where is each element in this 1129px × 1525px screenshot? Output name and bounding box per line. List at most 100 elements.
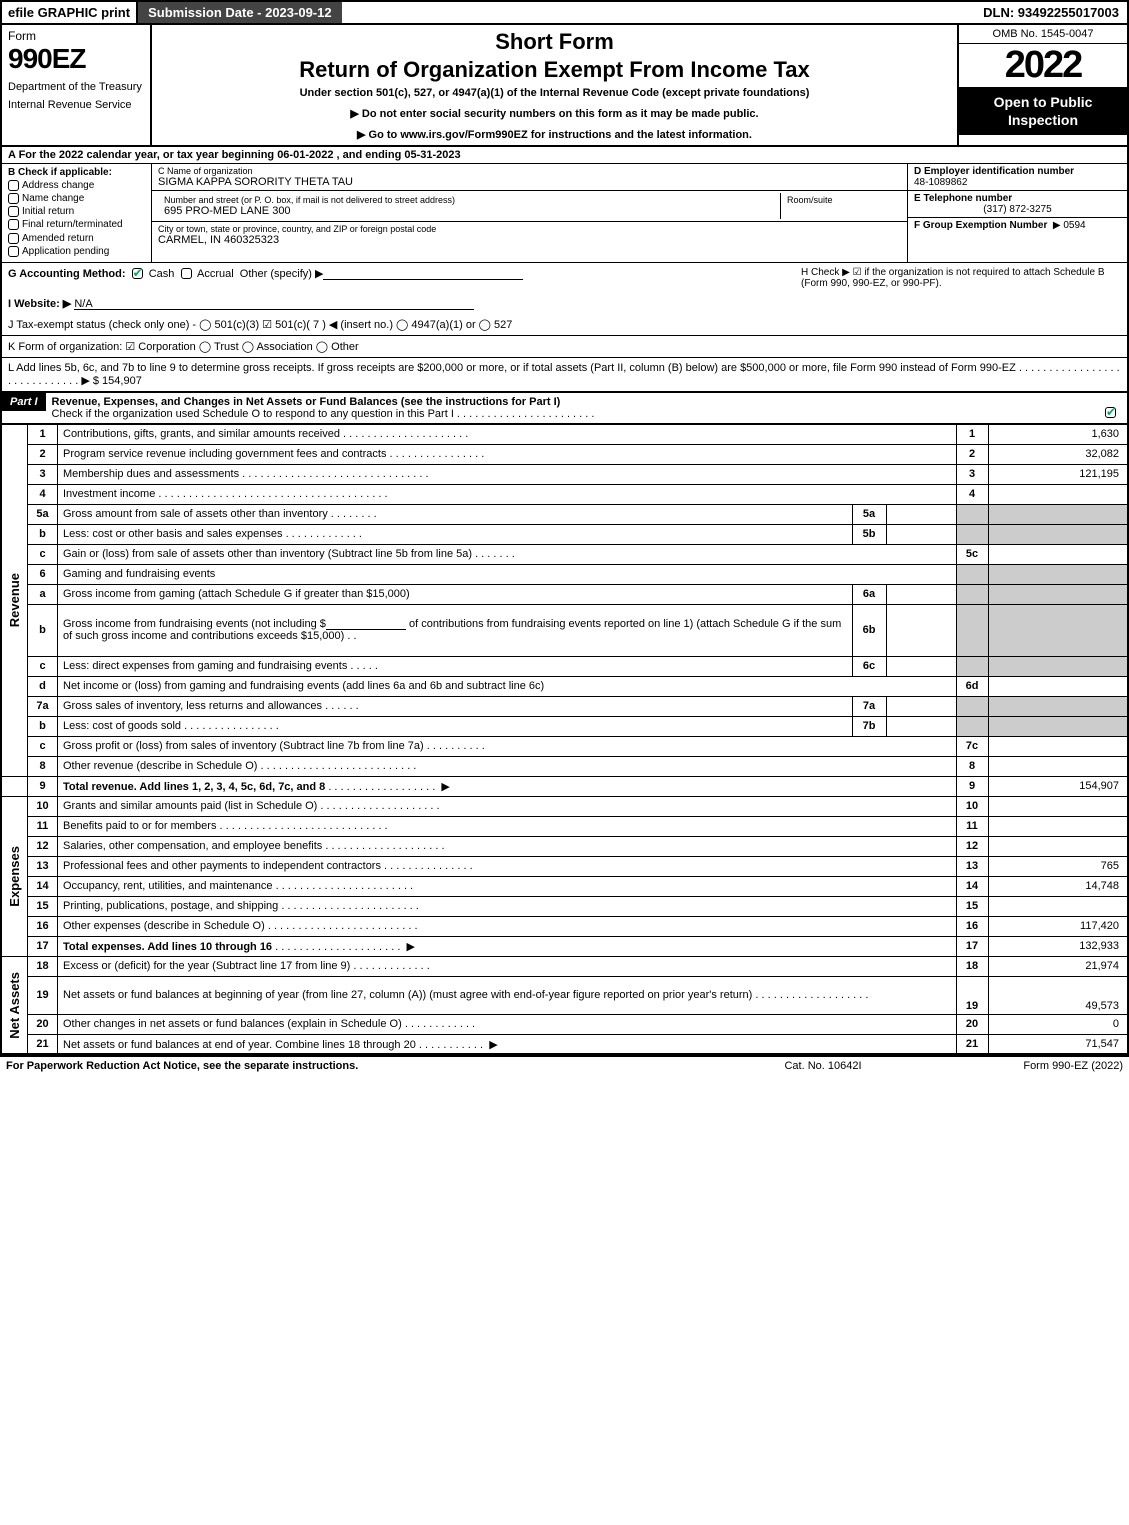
line-3-val: 121,195 xyxy=(988,464,1128,484)
line-1-val: 1,630 xyxy=(988,424,1128,444)
efile-label[interactable]: efile GRAPHIC print xyxy=(2,2,138,23)
cash-label: Cash xyxy=(149,268,175,280)
line-17-rn: 17 xyxy=(956,936,988,956)
check-final-return[interactable] xyxy=(8,219,19,230)
org-name-label: C Name of organization xyxy=(158,166,901,176)
line-5c-num: c xyxy=(28,544,58,564)
check-schedule-o[interactable] xyxy=(1105,407,1116,418)
line-3-num: 3 xyxy=(28,464,58,484)
check-initial-return[interactable] xyxy=(8,206,19,217)
check-cash[interactable] xyxy=(132,268,143,279)
line-19-rn: 19 xyxy=(956,976,988,1014)
header-left: Form 990EZ Department of the Treasury In… xyxy=(2,25,152,145)
line-5c-rn: 5c xyxy=(956,544,988,564)
section-i: I Website: ▶ N/A xyxy=(0,293,1129,314)
shade xyxy=(956,656,988,676)
line-5a-num: 5a xyxy=(28,504,58,524)
line-18-val: 21,974 xyxy=(988,956,1128,976)
check-amended-return[interactable] xyxy=(8,233,19,244)
line-6d-num: d xyxy=(28,676,58,696)
line-21-rn: 21 xyxy=(956,1034,988,1054)
other-specify-input[interactable] xyxy=(323,268,523,280)
line-2-val: 32,082 xyxy=(988,444,1128,464)
shade xyxy=(956,564,988,584)
line-4-rn: 4 xyxy=(956,484,988,504)
line-18-desc: Excess or (deficit) for the year (Subtra… xyxy=(63,960,350,972)
line-19-desc: Net assets or fund balances at beginning… xyxy=(63,989,752,1001)
line-7b-sv xyxy=(886,716,956,736)
line-2-rn: 2 xyxy=(956,444,988,464)
line-6a-sn: 6a xyxy=(852,584,886,604)
line-6c-num: c xyxy=(28,656,58,676)
line-18-rn: 18 xyxy=(956,956,988,976)
line-7c-rn: 7c xyxy=(956,736,988,756)
room-label: Room/suite xyxy=(787,195,895,205)
line-7a-sn: 7a xyxy=(852,696,886,716)
line-8-num: 8 xyxy=(28,756,58,776)
shade xyxy=(988,564,1128,584)
line-8-rn: 8 xyxy=(956,756,988,776)
line-6c-sn: 6c xyxy=(852,656,886,676)
line-6-desc: Gaming and fundraising events xyxy=(63,568,215,580)
line-13-num: 13 xyxy=(28,856,58,876)
line-7c-num: c xyxy=(28,736,58,756)
chk-label-1: Name change xyxy=(22,193,84,204)
ein-value: 48-1089862 xyxy=(914,177,967,188)
line-6b-blank[interactable] xyxy=(326,618,406,630)
line-20-desc: Other changes in net assets or fund bala… xyxy=(63,1018,402,1030)
main-title: Return of Organization Exempt From Incom… xyxy=(160,57,949,83)
line-6d-rn: 6d xyxy=(956,676,988,696)
check-application-pending[interactable] xyxy=(8,246,19,257)
check-address-change[interactable] xyxy=(8,180,19,191)
line-7a-desc: Gross sales of inventory, less returns a… xyxy=(63,700,322,712)
line-5b-sn: 5b xyxy=(852,524,886,544)
line-17-desc: Total expenses. Add lines 10 through 16 xyxy=(63,941,272,953)
line-11-rn: 11 xyxy=(956,816,988,836)
line-5b-desc: Less: cost or other basis and sales expe… xyxy=(63,528,283,540)
section-b: B Check if applicable: Address change Na… xyxy=(2,164,152,262)
line-6-num: 6 xyxy=(28,564,58,584)
check-name-change[interactable] xyxy=(8,193,19,204)
no-ssn-notice: ▶ Do not enter social security numbers o… xyxy=(160,107,949,120)
side-expenses: Expenses xyxy=(7,846,22,907)
line-3-rn: 3 xyxy=(956,464,988,484)
line-5c-desc: Gain or (loss) from sale of assets other… xyxy=(63,548,472,560)
section-b-label: B Check if applicable: xyxy=(8,167,145,178)
accounting-method-label: G Accounting Method: xyxy=(8,268,126,280)
irs-label: Internal Revenue Service xyxy=(8,99,144,111)
city-label: City or town, state or province, country… xyxy=(158,224,901,234)
check-accrual[interactable] xyxy=(181,268,192,279)
goto-link[interactable]: ▶ Go to www.irs.gov/Form990EZ for instru… xyxy=(160,128,949,141)
section-def: D Employer identification number 48-1089… xyxy=(907,164,1127,262)
header-right: OMB No. 1545-0047 2022 Open to Public In… xyxy=(957,25,1127,145)
line-16-val: 117,420 xyxy=(988,916,1128,936)
phone-value: (317) 872-3275 xyxy=(914,204,1121,215)
line-12-desc: Salaries, other compensation, and employ… xyxy=(63,840,322,852)
line-8-desc: Other revenue (describe in Schedule O) xyxy=(63,760,257,772)
other-label: Other (specify) ▶ xyxy=(240,268,324,280)
shade xyxy=(956,716,988,736)
open-inspection: Open to Public Inspection xyxy=(959,87,1127,135)
line-21-num: 21 xyxy=(28,1034,58,1054)
footer-form-ref: Form 990-EZ (2022) xyxy=(923,1060,1123,1072)
line-2-desc: Program service revenue including govern… xyxy=(63,448,386,460)
top-bar: efile GRAPHIC print Submission Date - 20… xyxy=(0,0,1129,25)
line-6a-num: a xyxy=(28,584,58,604)
line-3-desc: Membership dues and assessments xyxy=(63,468,239,480)
line-4-val xyxy=(988,484,1128,504)
street-value: 695 PRO-MED LANE 300 xyxy=(164,205,774,217)
line-6b-sv xyxy=(886,604,956,656)
line-10-num: 10 xyxy=(28,796,58,816)
line-11-val xyxy=(988,816,1128,836)
city-value: CARMEL, IN 460325323 xyxy=(158,234,901,246)
side-net-assets: Net Assets xyxy=(7,972,22,1039)
line-6b-sn: 6b xyxy=(852,604,886,656)
line-10-val xyxy=(988,796,1128,816)
section-l: L Add lines 5b, 6c, and 7b to line 9 to … xyxy=(0,357,1129,391)
line-7a-sv xyxy=(886,696,956,716)
group-exemption-label: F Group Exemption Number xyxy=(914,220,1047,231)
spacer xyxy=(342,2,976,23)
tax-exempt-status: J Tax-exempt status (check only one) - ◯… xyxy=(8,318,1121,331)
line-7b-desc: Less: cost of goods sold xyxy=(63,720,181,732)
line-2-num: 2 xyxy=(28,444,58,464)
